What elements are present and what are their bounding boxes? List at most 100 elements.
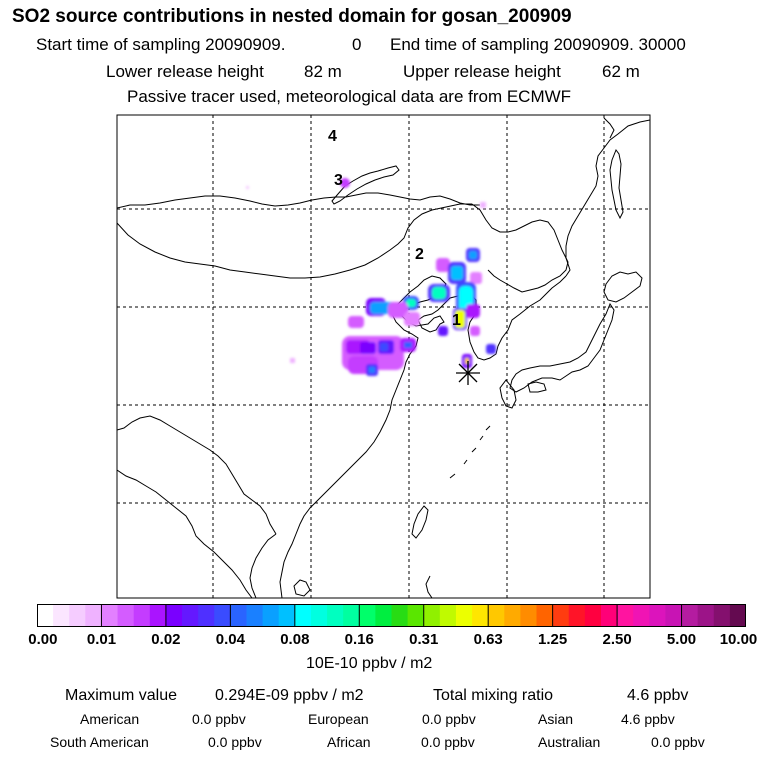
start-time-value: 0 (352, 35, 362, 54)
border-mongolia-china (117, 203, 472, 279)
honshu (509, 302, 615, 393)
lower-height-value: 82 m (304, 62, 342, 81)
colorbar-tick-label: 0.16 (344, 631, 374, 648)
asterisk-icon (456, 361, 480, 385)
colorbar-cell (230, 604, 248, 627)
concentration-field (246, 178, 496, 376)
colorbar-cell (69, 604, 86, 627)
region-value: 0.0 ppbv (208, 734, 262, 750)
colorbar-cell (697, 604, 715, 627)
source-label-1: 1 (452, 312, 461, 329)
region-name: American (80, 711, 140, 727)
colorbar-cell (133, 604, 151, 627)
colorbar-tick-label: 5.00 (666, 631, 697, 648)
colorbar-cell (681, 604, 699, 627)
region-value: 4.6 ppbv (621, 711, 675, 727)
colorbar-tick-label: 0.01 (86, 631, 117, 648)
colorbar-cell (198, 604, 215, 627)
border-sw (117, 469, 253, 598)
colorbar-tick-label: 0.00 (28, 631, 58, 648)
region-value: 0.0 ppbv (421, 734, 475, 750)
colorbar-cell (568, 604, 586, 627)
hainan (293, 579, 311, 597)
region-name: Asian (538, 711, 574, 727)
coast-far-east (565, 119, 650, 277)
colorbar-cell (520, 604, 538, 627)
colorbar-cell (665, 604, 683, 627)
colorbar-cell (729, 604, 746, 627)
coast-korea-china (279, 275, 567, 598)
region-name: South American (50, 734, 149, 750)
sakhalin (609, 148, 624, 220)
colorbar-cell (407, 604, 425, 627)
lake-baikal (331, 165, 400, 205)
colorbar-cell (278, 604, 296, 627)
colorbar-tick-label: 10.00 (719, 631, 758, 648)
colorbar-tick-label: 1.25 (538, 631, 568, 648)
colorbar-cell (391, 604, 409, 627)
colorbar-cell (439, 604, 457, 627)
colorbar-cell (53, 604, 70, 627)
colorbar-cell (246, 604, 264, 627)
source-label-4: 4 (328, 128, 337, 145)
region-value: 0.0 ppbv (651, 734, 705, 750)
kyushu (499, 379, 517, 409)
end-time-label: End time of sampling 20090909. 30000 (390, 35, 686, 54)
upper-height-label: Upper release height (403, 62, 561, 81)
luzon (425, 575, 433, 598)
colorbar-cell (85, 604, 103, 627)
colorbar-cell (713, 604, 731, 627)
region-value: 0.0 ppbv (422, 711, 476, 727)
colorbar-cell (633, 604, 650, 627)
colorbar-tick-label: 0.31 (409, 631, 439, 648)
colorbar-tick-label: 2.50 (602, 631, 632, 648)
border-south (117, 415, 277, 535)
colorbar-cell (504, 604, 522, 627)
border-russia-mongolia (117, 192, 480, 209)
colorbar-cell (214, 604, 231, 627)
colorbar-cell (343, 604, 360, 627)
colorbar-cell (37, 604, 54, 627)
region-value: 0.0 ppbv (192, 711, 246, 727)
start-time-label: Start time of sampling 20090909. (36, 35, 286, 54)
shikoku (527, 381, 547, 393)
max-value-label: Maximum value (65, 687, 178, 704)
colorbar-cell (117, 604, 135, 627)
colorbar-cell (423, 604, 441, 627)
taiwan (411, 505, 429, 539)
colorbar-cell (600, 604, 618, 627)
tracer-note: Passive tracer used, meteorological data… (127, 87, 572, 106)
colorbar-cell (375, 604, 393, 627)
colorbar-cell (472, 604, 489, 627)
ryukyu (449, 425, 491, 479)
chart-title: SO2 source contributions in nested domai… (12, 6, 572, 27)
region-name: African (327, 734, 371, 750)
okhotsk-coast (603, 117, 615, 139)
coast-vietnam (249, 533, 277, 598)
colorbar-cell (455, 604, 473, 627)
colorbar-cell (536, 604, 554, 627)
total-mixing-label: Total mixing ratio (433, 687, 554, 704)
total-mixing-value: 4.6 ppbv (627, 687, 689, 704)
colorbar-cell (552, 604, 570, 627)
colorbar-tick-label: 0.02 (151, 631, 181, 648)
colorbar-cell (149, 604, 167, 627)
colorbar-cell (262, 604, 280, 627)
border-amur (471, 203, 569, 293)
colorbar-cell (310, 604, 328, 627)
upper-height-value: 62 m (602, 62, 640, 81)
colorbar-tick-label: 0.63 (473, 631, 503, 648)
colorbar (37, 604, 746, 627)
colorbar-cell (165, 604, 183, 627)
region-name: Australian (538, 734, 601, 750)
colorbar-tick-label: 0.08 (280, 631, 310, 648)
colorbar-cell (584, 604, 602, 627)
colorbar-unit: 10E-10 ppbv / m2 (306, 655, 433, 672)
source-label-2: 2 (415, 246, 424, 263)
colorbar-cell (359, 604, 376, 627)
colorbar-tick-label: 0.04 (215, 631, 245, 648)
colorbar-cell (101, 604, 119, 627)
colorbar-cell (294, 604, 312, 627)
colorbar-cell (488, 604, 505, 627)
hokkaido (603, 271, 643, 303)
